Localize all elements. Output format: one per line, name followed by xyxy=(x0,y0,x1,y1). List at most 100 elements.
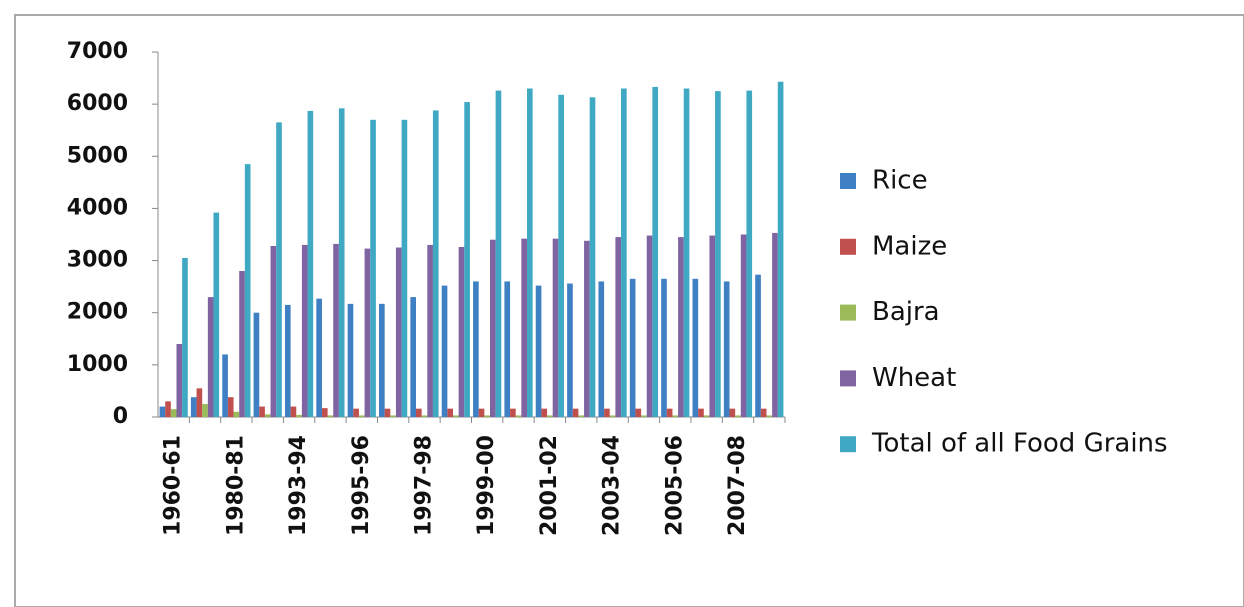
bar xyxy=(683,88,690,417)
bar xyxy=(772,232,778,417)
bar xyxy=(652,86,659,417)
x-tick-label: 2003-04 xyxy=(600,435,625,536)
bar xyxy=(709,235,716,417)
bar xyxy=(641,415,647,417)
bar xyxy=(504,281,511,417)
bar xyxy=(495,90,502,417)
frame xyxy=(14,14,1244,607)
y-tick-label: 4000 xyxy=(67,195,128,220)
bar xyxy=(441,285,448,417)
bar xyxy=(547,415,553,417)
bar xyxy=(715,91,721,417)
legend-label: Bajra xyxy=(872,297,940,327)
legend-label: Total of all Food Grains xyxy=(871,429,1168,459)
bar xyxy=(447,408,454,417)
bar xyxy=(558,94,564,417)
bar xyxy=(410,297,417,417)
legend-label: Rice xyxy=(872,166,928,196)
bar xyxy=(176,344,183,417)
bar xyxy=(222,354,228,417)
bar xyxy=(609,415,616,417)
bar xyxy=(401,119,408,418)
bar xyxy=(703,415,710,417)
bar xyxy=(629,278,636,417)
bar xyxy=(239,271,245,417)
bar xyxy=(723,281,730,417)
bar xyxy=(589,97,596,417)
bar xyxy=(364,248,371,417)
bar xyxy=(264,414,271,417)
bar xyxy=(182,257,188,417)
bar xyxy=(604,408,610,417)
bar xyxy=(196,388,203,417)
bar xyxy=(316,298,322,417)
bar xyxy=(384,408,391,417)
bar xyxy=(484,415,490,417)
y-tick-label: 5000 xyxy=(67,143,128,168)
legend-label: Maize xyxy=(872,231,947,261)
bar xyxy=(777,81,784,417)
bar xyxy=(244,164,251,417)
bar xyxy=(259,406,265,417)
bar xyxy=(379,303,385,417)
bar xyxy=(276,122,282,418)
bar xyxy=(427,244,433,417)
bar xyxy=(552,238,559,417)
x-tick-label: 1997-98 xyxy=(411,435,436,536)
bar xyxy=(661,278,667,417)
bar xyxy=(327,415,334,417)
bar xyxy=(165,401,171,417)
bar xyxy=(692,278,699,417)
x-tick-label: 2007-08 xyxy=(725,435,750,536)
bar xyxy=(526,88,533,417)
bar xyxy=(635,408,642,417)
bar xyxy=(760,408,767,417)
bar xyxy=(202,403,208,417)
bar xyxy=(227,397,234,417)
bar xyxy=(646,235,653,417)
bar xyxy=(666,408,673,417)
legend-swatch xyxy=(840,370,856,387)
bar xyxy=(370,119,376,418)
bar xyxy=(729,408,736,417)
bar xyxy=(395,247,402,417)
x-tick-label: 1999-00 xyxy=(474,435,499,536)
bar xyxy=(301,244,308,417)
bar xyxy=(521,238,527,417)
bar xyxy=(358,415,365,417)
legend-swatch xyxy=(840,436,856,453)
bar xyxy=(390,415,396,417)
bar xyxy=(421,415,428,417)
bar xyxy=(567,283,573,417)
bar xyxy=(572,408,579,417)
x-tick-label: 1980-81 xyxy=(223,435,248,536)
bar xyxy=(453,415,459,417)
bar xyxy=(432,110,439,418)
x-tick-label: 1960-61 xyxy=(161,435,186,536)
bar xyxy=(347,303,354,417)
y-tick-label: 6000 xyxy=(67,91,128,116)
x-tick-label: 1995-96 xyxy=(349,435,374,536)
legend-swatch xyxy=(840,304,856,321)
bar xyxy=(678,237,684,417)
bar xyxy=(290,406,297,417)
bar xyxy=(284,304,291,417)
bar xyxy=(535,285,542,417)
bar xyxy=(458,247,465,417)
bar xyxy=(621,88,627,417)
y-tick-label: 7000 xyxy=(67,39,128,64)
bar xyxy=(253,312,260,417)
bar xyxy=(338,108,345,418)
y-tick-label: 2000 xyxy=(67,300,128,325)
bar xyxy=(746,90,753,417)
bar xyxy=(213,212,220,417)
x-tick-label: 2001-02 xyxy=(537,435,562,536)
bar xyxy=(307,110,314,418)
bar xyxy=(672,415,679,417)
bar xyxy=(464,102,470,418)
bar xyxy=(698,408,704,417)
y-tick-label: 1000 xyxy=(67,352,128,377)
bar xyxy=(473,281,479,417)
bar xyxy=(578,415,585,417)
